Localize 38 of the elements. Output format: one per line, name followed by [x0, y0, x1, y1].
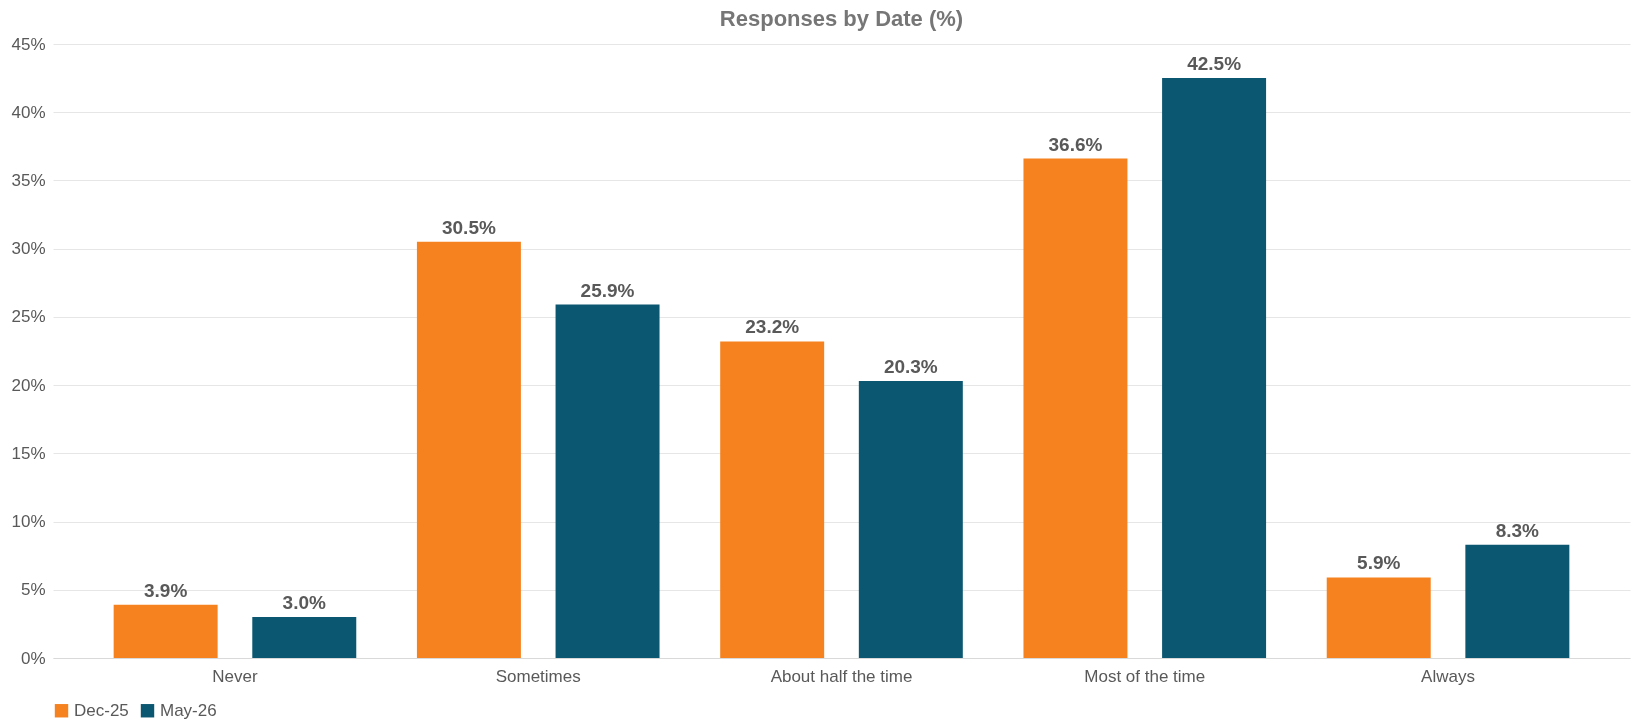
y-tick-label: 45% — [11, 34, 46, 54]
y-tick-label: 15% — [11, 443, 46, 463]
bar — [1465, 544, 1570, 658]
data-label: 42.5% — [1187, 53, 1242, 75]
x-tick-label: Always — [1421, 666, 1475, 686]
y-tick-label: 40% — [11, 102, 46, 122]
data-label: 3.9% — [143, 579, 188, 601]
x-tick-label: About half the time — [770, 666, 913, 686]
y-tick-label: 25% — [11, 307, 46, 327]
bar — [1023, 158, 1128, 658]
bar — [555, 304, 660, 658]
bar — [720, 341, 825, 658]
chart-title: Responses by Date (%) — [719, 6, 964, 31]
data-label: 5.9% — [1357, 552, 1401, 574]
legend-label: May-26 — [160, 700, 217, 720]
bar — [1162, 78, 1267, 658]
y-tick-label: 35% — [11, 170, 46, 190]
data-label: 3.0% — [282, 592, 327, 614]
y-tick-label: 30% — [11, 239, 46, 259]
data-label: 8.3% — [1495, 519, 1540, 541]
data-label: 36.6% — [1048, 133, 1103, 155]
data-label: 20.3% — [883, 356, 938, 378]
x-tick-label: Sometimes — [495, 666, 581, 686]
bar — [252, 617, 357, 658]
y-tick-label: 0% — [20, 648, 46, 668]
y-tick-label: 20% — [11, 375, 46, 395]
data-label: 23.2% — [745, 316, 800, 338]
x-tick-label: Most of the time — [1084, 666, 1206, 686]
y-tick-label: 10% — [11, 512, 46, 532]
data-label: 25.9% — [580, 279, 635, 301]
data-label: 30.5% — [441, 216, 496, 238]
bar — [858, 381, 963, 658]
legend-label: Dec-25 — [74, 700, 129, 720]
bar — [1326, 577, 1431, 658]
y-tick-label: 5% — [20, 580, 46, 600]
bar — [113, 604, 218, 658]
x-tick-label: Never — [212, 666, 258, 686]
bar — [416, 241, 521, 658]
